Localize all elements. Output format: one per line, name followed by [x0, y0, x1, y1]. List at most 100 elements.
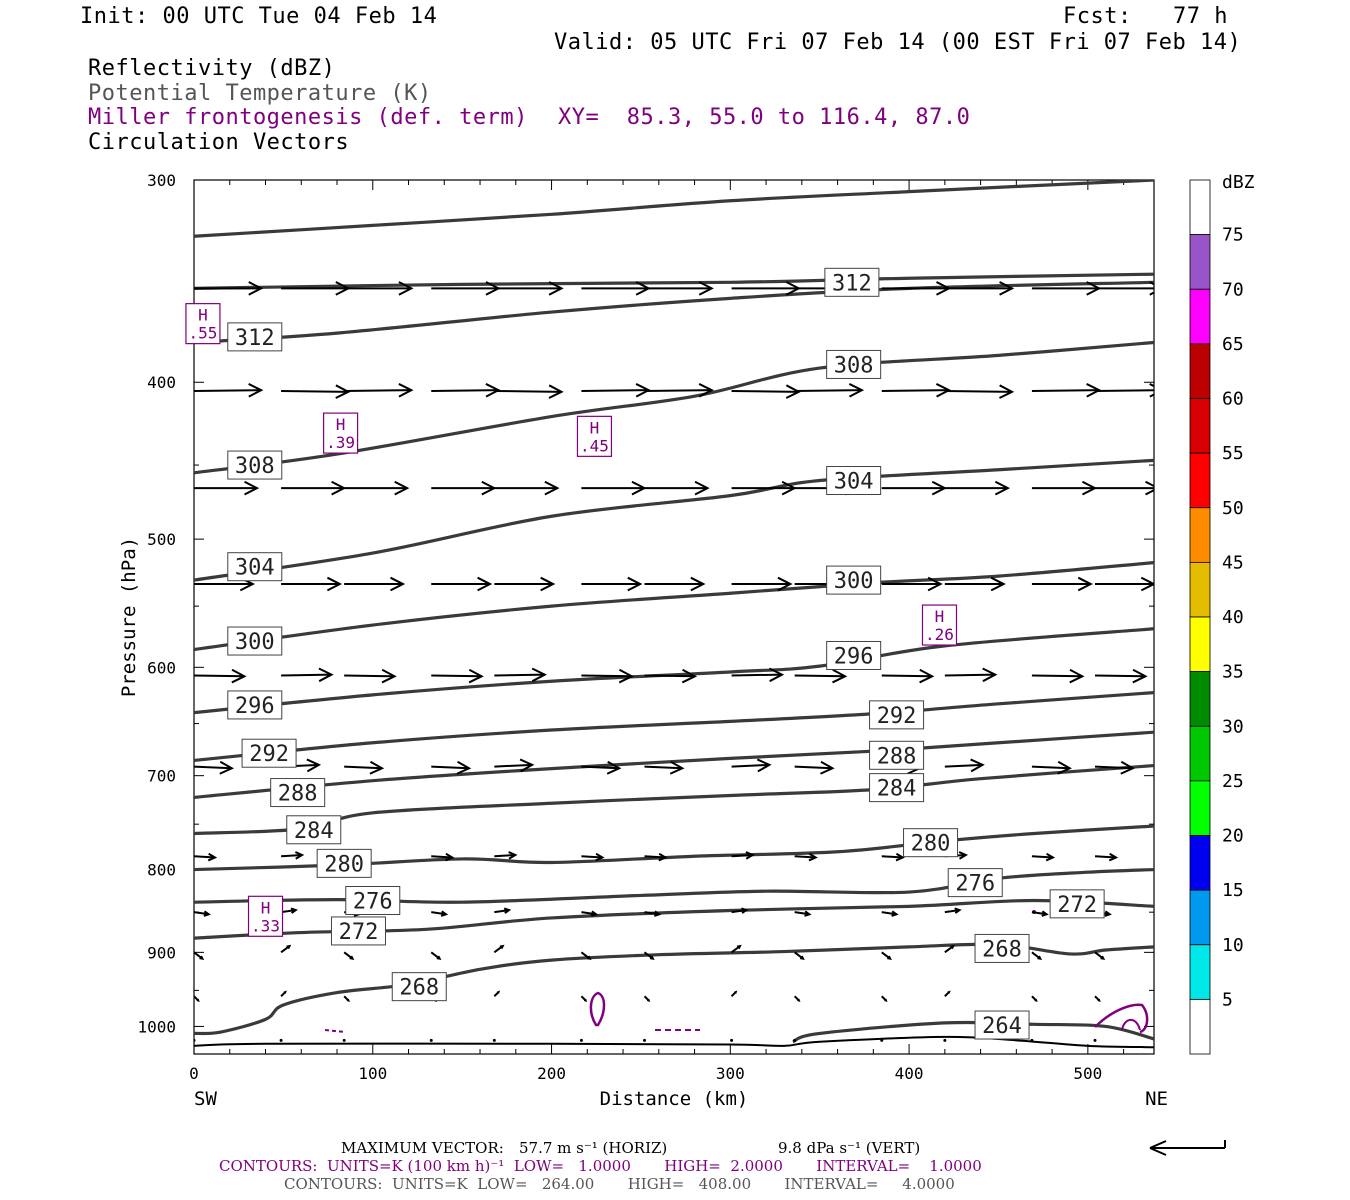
- vector-head: [606, 760, 622, 775]
- theta-label-box: [947, 868, 1003, 898]
- theta-label: 300: [235, 630, 275, 655]
- vector-head: [199, 955, 205, 960]
- colorbar-label: 10: [1222, 935, 1244, 956]
- theta-contour: [194, 180, 1154, 238]
- vector-head: [456, 760, 472, 775]
- vector-head: [690, 576, 706, 592]
- colorbar-swatch: [1189, 944, 1211, 1000]
- field-reflectivity: Reflectivity (dBZ): [88, 56, 336, 81]
- vector-head: [477, 576, 493, 592]
- theta-label-box: [227, 450, 283, 480]
- y-tick-label: 600: [147, 658, 176, 677]
- vector-shaft: [794, 765, 833, 770]
- vector-dot: [643, 1038, 647, 1042]
- colorbar-swatch: [1189, 835, 1211, 891]
- vector-dot: [943, 1038, 947, 1042]
- vector-head: [1097, 998, 1101, 1003]
- vector-head: [294, 851, 305, 860]
- theta-label-box: [227, 552, 283, 582]
- theta-label-box: [227, 690, 283, 720]
- theta-label-box: [869, 773, 925, 803]
- vector-shaft: [494, 763, 533, 768]
- colorbar-label: 55: [1222, 443, 1244, 464]
- vector-head: [331, 480, 347, 496]
- vector-head: [1034, 998, 1038, 1003]
- vector-head: [895, 852, 905, 862]
- vector-head: [390, 576, 406, 592]
- y-axis-title: Pressure (hPa): [118, 537, 140, 697]
- fronto-high-letter: H: [198, 306, 208, 325]
- vector-head: [891, 910, 899, 917]
- y-tick-label: 700: [147, 767, 176, 786]
- vector-shaft: [280, 909, 296, 914]
- vector-head: [207, 852, 218, 862]
- fronto-high-value: .39: [326, 433, 355, 452]
- y-tick-label: 800: [147, 861, 176, 880]
- vector-shaft: [581, 674, 632, 678]
- vector-head: [618, 668, 635, 684]
- vector-shaft: [1031, 389, 1100, 392]
- vector-head: [931, 480, 947, 496]
- colorbar-label: 25: [1222, 771, 1244, 792]
- vector-head: [548, 281, 564, 296]
- theta-contours: [194, 180, 1154, 1049]
- y-tick-label: 400: [147, 373, 176, 392]
- colorbar-swatch: [1189, 398, 1211, 454]
- field-frontogenesis: Miller frontogenesis (def. term): [88, 105, 528, 130]
- vector-shaft: [281, 853, 303, 858]
- theta-label: 284: [294, 819, 334, 844]
- vector-shaft: [944, 389, 1013, 393]
- theta-label: 312: [235, 326, 275, 351]
- fronto-high-letter: H: [590, 418, 600, 437]
- fronto-high-box: [322, 412, 359, 454]
- vector-head: [745, 851, 755, 860]
- vector-head: [654, 910, 662, 917]
- fronto-contour: [1094, 1003, 1149, 1034]
- vector-head: [283, 990, 287, 994]
- theta-label: 304: [834, 470, 874, 495]
- vector-head: [1057, 760, 1072, 775]
- fronto-high-letter: H: [261, 898, 271, 917]
- vector-shaft: [644, 765, 683, 770]
- vector-head: [1045, 852, 1056, 862]
- theta-label: 276: [955, 872, 995, 897]
- vector-head: [481, 480, 497, 496]
- vector-head: [1104, 910, 1112, 917]
- vector-head: [540, 576, 556, 592]
- vector-head: [756, 758, 772, 773]
- x-tick-labels: 0 100 200 300 400 500: [189, 1064, 1102, 1083]
- vector-shaft: [1094, 855, 1117, 859]
- vector-shaft: [581, 911, 597, 916]
- vector-head: [777, 576, 793, 592]
- vector-head: [768, 667, 785, 683]
- vector-shaft: [794, 389, 862, 392]
- vector-shaft: [644, 389, 712, 392]
- theta-contour: [194, 691, 1154, 763]
- fronto-high-box: [921, 604, 958, 646]
- colorbar-swatch: [1189, 179, 1211, 236]
- vector-head: [248, 281, 264, 296]
- theta-label: 292: [249, 742, 289, 767]
- colorbar-swatch: [1189, 889, 1211, 946]
- vector-head: [1108, 852, 1119, 862]
- theta-label-box: [330, 916, 386, 946]
- max-vector-label: MAXIMUM VECTOR:: [341, 1139, 504, 1157]
- colorbar-swatch: [1189, 452, 1211, 509]
- vector-dot: [342, 1038, 346, 1042]
- vector-head: [947, 990, 951, 994]
- vector-head: [1120, 760, 1136, 775]
- vector-head: [326, 576, 343, 592]
- vector-dot: [1093, 1038, 1097, 1042]
- vector-shaft: [944, 673, 996, 677]
- vector-shaft: [731, 763, 770, 768]
- fronto-high-box: [576, 415, 613, 457]
- vector-head: [800, 955, 805, 960]
- vector-dot: [793, 1038, 797, 1042]
- vector-shaft: [881, 674, 933, 678]
- vector-head: [950, 944, 956, 950]
- vector-shaft: [431, 911, 447, 916]
- vector-head: [698, 383, 714, 398]
- vector-shaft: [1031, 911, 1047, 916]
- vector-shaft: [581, 389, 649, 392]
- theta-label: 308: [834, 353, 874, 378]
